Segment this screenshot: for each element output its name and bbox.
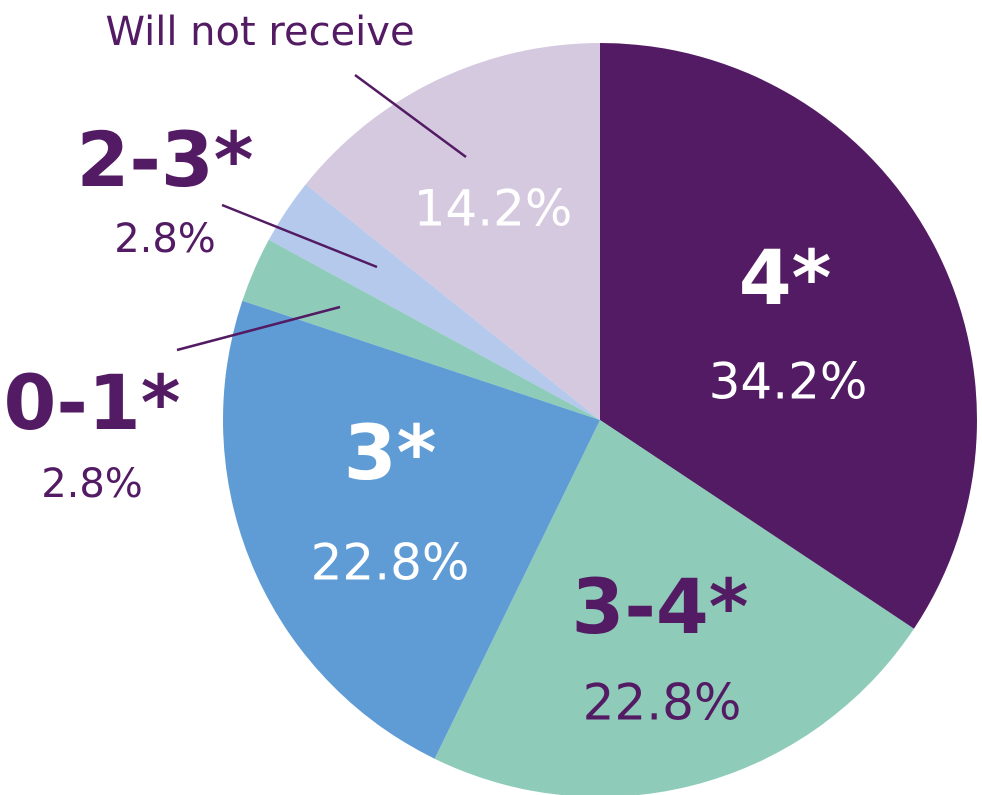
pie-slice [223, 300, 601, 759]
leader-line [354, 73, 467, 159]
value-label: 22.8% [583, 674, 742, 732]
value-label: 14.2% [414, 180, 573, 238]
category-label: 0-1* [3, 358, 180, 447]
value-label: 34.2% [709, 353, 868, 411]
category-label: 3* [344, 408, 437, 497]
pie-slice [242, 239, 600, 420]
pie [223, 43, 977, 795]
category-label: 3-4* [571, 562, 748, 651]
value-label: 2.8% [114, 216, 216, 262]
category-label: 2-3* [76, 115, 253, 204]
category-label: 4* [739, 233, 832, 322]
value-label: 22.8% [311, 534, 470, 592]
pie-slice [305, 43, 600, 420]
category-label: Will not receive [105, 9, 414, 55]
value-label: 2.8% [41, 461, 143, 507]
pie-slice [600, 43, 977, 629]
pie-slice [434, 420, 914, 795]
pie-slice [268, 184, 600, 420]
labels: 4* 34.2% 3-4* 22.8% 3* 22.8% 0-1* 2.8% 2-3* 2.8% W… [3, 9, 867, 732]
leader-line [221, 203, 378, 269]
leader-line [176, 305, 341, 352]
